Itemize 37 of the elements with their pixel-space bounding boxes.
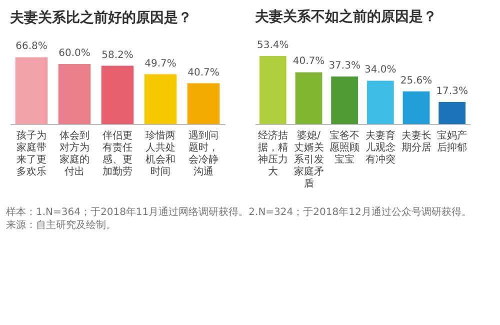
x-tick-label: 伴侣更有责任感、更加勤劳 xyxy=(102,130,132,178)
data-label: 66.8% xyxy=(16,41,48,52)
data-label: 53.4% xyxy=(257,40,289,52)
bar xyxy=(295,72,322,124)
data-label: 37.3% xyxy=(328,60,360,72)
bar xyxy=(366,80,394,124)
data-label: 40.7% xyxy=(188,67,220,78)
x-tick-label: 经济拮据，精神压力大 xyxy=(258,130,288,178)
data-label: 60.0% xyxy=(58,48,90,59)
x-tick-label: 宝爸不愿照顾宝宝 xyxy=(330,130,360,166)
x-tick-label: 孩子为家庭带来了更多欢乐 xyxy=(16,130,46,178)
x-tick-label: 体会到对方为家庭的付出 xyxy=(60,130,90,178)
data-label: 49.7% xyxy=(144,58,176,70)
bar xyxy=(331,76,358,124)
x-tick-label: 珍惜两人共处机会和时间 xyxy=(146,130,176,178)
x-tick-label: 宝妈产后抑郁 xyxy=(437,130,468,154)
chart-title: 夫妻关系不如之前的原因是？ xyxy=(254,8,437,26)
chart-title: 夫妻关系比之前好的原因是？ xyxy=(9,9,192,26)
data-label: 40.7% xyxy=(292,56,325,68)
data-label: 34.0% xyxy=(364,64,396,76)
data-label: 17.3% xyxy=(436,86,468,97)
bar xyxy=(187,83,220,124)
bar xyxy=(144,74,177,124)
bar xyxy=(15,57,48,124)
bar xyxy=(259,56,286,124)
data-label: 58.2% xyxy=(102,50,134,61)
text: 样本：1.N=364；于2018年11月通过网络调研获得。2.N=324；于2018年12月通过公众号调研获得。 xyxy=(6,206,472,219)
x-tick-label: 夫妻育儿观念有冲突 xyxy=(365,130,396,166)
data-label: 25.6% xyxy=(400,75,432,86)
bar xyxy=(402,91,430,124)
x-tick-label: 婆媳/丈婿关系引发家庭矛盾 xyxy=(294,130,324,190)
bar xyxy=(438,102,466,124)
x-tick-label: 遇到问题时，会冷静沟通 xyxy=(188,130,218,178)
bar xyxy=(58,64,91,124)
bar xyxy=(101,66,134,124)
source-note: 来源：自主研究及绘制。 xyxy=(6,219,117,232)
x-tick-label: 夫妻长期分居 xyxy=(401,130,432,154)
